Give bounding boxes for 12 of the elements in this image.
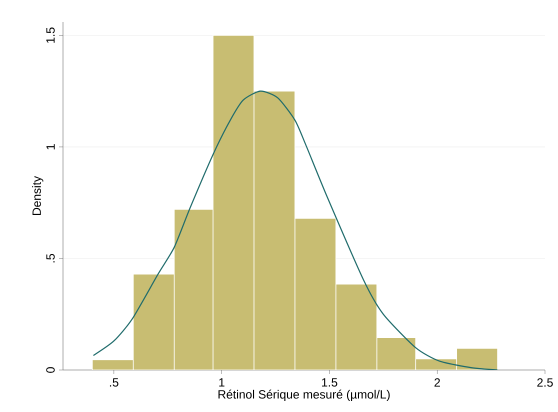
x-tick-label: 1 xyxy=(219,378,224,387)
x-axis-title: Rétinol Sérique mesuré (µmol/L) xyxy=(218,390,390,402)
line-series xyxy=(92,90,498,370)
x-tick-label: 1.5 xyxy=(322,378,338,387)
x-tick-label: .5 xyxy=(110,378,118,387)
y-axis-title: Density xyxy=(32,176,44,216)
y-tick-label: 1.5 xyxy=(46,28,55,43)
y-tick-label: 0 xyxy=(46,367,55,373)
x-tick-label: 2 xyxy=(434,378,440,387)
x-tick-label: 2.5 xyxy=(537,378,553,387)
y-tick-label: 1 xyxy=(46,144,55,150)
y-tick-label: .5 xyxy=(46,254,55,262)
